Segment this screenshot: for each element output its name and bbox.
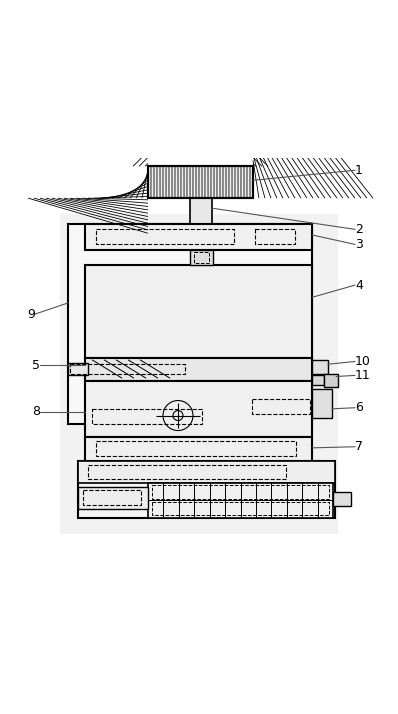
Bar	[152, 486, 329, 498]
Text: 7: 7	[355, 441, 363, 453]
Bar	[68, 223, 312, 424]
Text: 10: 10	[355, 355, 371, 368]
Bar	[85, 381, 312, 437]
Bar	[324, 374, 338, 386]
Bar	[190, 250, 213, 265]
Text: 4: 4	[355, 278, 363, 291]
Bar	[60, 213, 338, 534]
Bar	[148, 166, 253, 198]
Bar	[312, 360, 328, 373]
Bar	[152, 503, 329, 515]
Bar	[333, 493, 351, 506]
Text: 9: 9	[27, 308, 35, 321]
Bar	[88, 465, 286, 478]
Bar	[78, 461, 335, 483]
Text: 11: 11	[355, 369, 371, 382]
Text: 2: 2	[355, 223, 363, 236]
Text: 8: 8	[32, 405, 40, 418]
Bar	[85, 223, 312, 250]
Bar	[92, 409, 202, 424]
Text: 6: 6	[355, 401, 363, 414]
Bar	[68, 363, 88, 376]
Bar	[148, 166, 253, 198]
Bar	[85, 358, 312, 381]
Text: 3: 3	[355, 238, 363, 251]
Bar	[148, 483, 333, 518]
Bar	[96, 441, 296, 456]
Bar	[78, 487, 148, 509]
Bar	[190, 198, 212, 223]
Bar	[255, 229, 295, 244]
Bar	[312, 389, 332, 418]
Bar	[252, 399, 310, 414]
Bar	[96, 228, 234, 244]
Bar	[70, 364, 185, 374]
Bar	[194, 251, 209, 263]
Bar	[85, 437, 312, 461]
Bar	[85, 265, 312, 358]
Bar	[312, 376, 324, 386]
Text: 1: 1	[355, 164, 363, 177]
Text: 5: 5	[32, 359, 40, 372]
Bar	[78, 461, 335, 518]
Bar	[83, 491, 141, 506]
